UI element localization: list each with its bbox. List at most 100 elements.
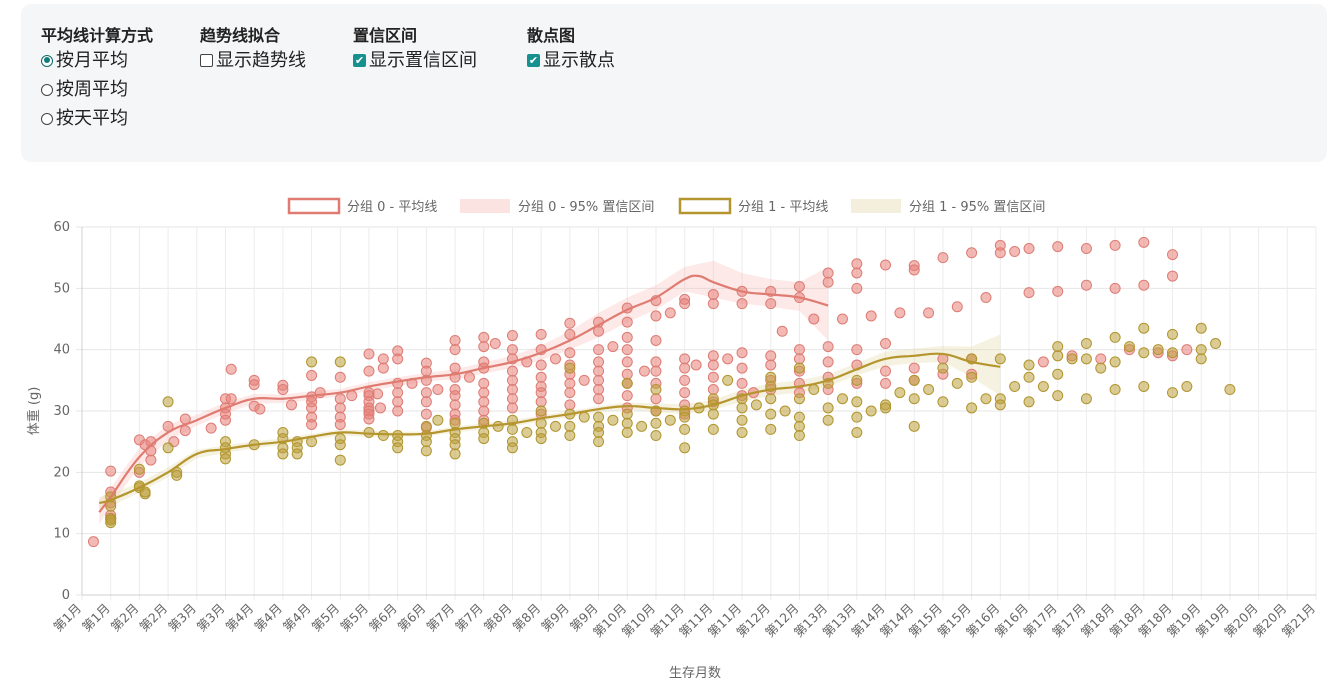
scatter-point <box>449 344 461 356</box>
y-tick-label: 30 <box>53 404 70 419</box>
scatter-point <box>664 307 676 319</box>
scatter-point <box>1109 282 1121 294</box>
scatter-point <box>392 396 404 408</box>
scatter-point <box>621 377 633 389</box>
scatter-point <box>951 301 963 313</box>
scatter-points-series-1 <box>105 322 1236 529</box>
scatter-point <box>690 359 702 371</box>
radio-daily[interactable] <box>41 112 53 125</box>
scatter-point <box>679 411 691 423</box>
scatter-point <box>765 393 777 405</box>
radio-weekly[interactable] <box>41 83 53 96</box>
scatter-point <box>621 426 633 438</box>
scatter-point <box>334 402 346 414</box>
scatter-point <box>707 359 719 371</box>
avg-method-title: 平均线计算方式 <box>41 26 154 45</box>
mean-line-series-1 <box>98 352 1001 505</box>
scatter-point <box>650 356 662 368</box>
scatter-point <box>679 442 691 454</box>
scatter-point <box>1224 384 1236 396</box>
scatter-point <box>908 420 920 432</box>
scatter-point <box>1138 322 1150 334</box>
scatter-point <box>793 362 805 374</box>
scatter-point <box>449 362 461 374</box>
scatter-point <box>765 350 777 362</box>
scatter-point <box>880 338 892 350</box>
scatter-point <box>254 403 266 415</box>
scatter-point <box>334 418 346 430</box>
scatter-point <box>621 390 633 402</box>
scatter-point <box>1023 371 1035 383</box>
scatter-point <box>105 465 117 477</box>
scatter-point <box>908 362 920 374</box>
trend-checkbox[interactable] <box>200 54 213 67</box>
scatter-point <box>621 368 633 380</box>
scatter-point <box>908 374 920 386</box>
scatter-point <box>880 377 892 389</box>
ci-option[interactable]: ✔ 显示置信区间 <box>353 46 477 75</box>
scatter-point <box>1095 353 1107 365</box>
scatter-label: 显示散点 <box>543 50 615 71</box>
scatter-point <box>851 258 863 270</box>
ci-band-series-1 <box>99 334 1001 510</box>
scatter-point <box>736 402 748 414</box>
scatter-option[interactable]: ✔ 显示散点 <box>527 46 615 75</box>
scatter-point <box>865 310 877 322</box>
avg-daily-option[interactable]: 按天平均 <box>41 104 153 133</box>
ci-title: 置信区间 <box>353 26 418 45</box>
scatter-point <box>736 414 748 426</box>
scatter-point <box>420 420 432 432</box>
scatter-point <box>865 405 877 417</box>
scatter-point <box>1023 287 1035 299</box>
scatter-point <box>908 264 920 276</box>
y-tick-label: 10 <box>53 527 70 542</box>
scatter-point <box>822 267 834 279</box>
x-tick-label: 第1月 <box>50 601 84 635</box>
trend-option[interactable]: 显示趋势线 <box>200 46 306 75</box>
scatter-point <box>162 442 174 454</box>
x-tick-label: 第6月 <box>395 601 429 635</box>
avg-monthly-option[interactable]: 按月平均 <box>41 46 153 75</box>
scatter-point <box>880 259 892 271</box>
scatter-point <box>650 430 662 442</box>
scatter-point <box>894 307 906 319</box>
scatter-point <box>564 387 576 399</box>
scatter-point <box>636 420 648 432</box>
scatter-point <box>679 362 691 374</box>
scatter-point <box>377 430 389 442</box>
x-tick-label: 第4月 <box>222 601 256 635</box>
scatter-point <box>638 365 650 377</box>
scatter-point <box>145 454 157 466</box>
scatter-point <box>851 344 863 356</box>
scatter-point <box>707 298 719 310</box>
scatter-point <box>377 353 389 365</box>
scatter-point <box>506 344 518 356</box>
avg-weekly-option[interactable]: 按周平均 <box>41 75 153 104</box>
ci-band-series-0 <box>99 260 829 525</box>
scatter-point <box>894 387 906 399</box>
x-axis-title: 生存月数 <box>669 666 721 681</box>
scatter-point <box>793 344 805 356</box>
scatter-checkbox[interactable]: ✔ <box>527 54 540 67</box>
ci-checkbox[interactable]: ✔ <box>353 54 366 67</box>
scatter-point <box>851 282 863 294</box>
scatter-point <box>392 442 404 454</box>
scatter-point <box>449 439 461 451</box>
scatter-point <box>392 387 404 399</box>
scatter-point <box>1023 359 1035 371</box>
scatter-point <box>277 448 289 460</box>
ci-group: 置信区间 ✔ 显示置信区间 <box>353 26 477 75</box>
radio-monthly[interactable] <box>41 54 53 67</box>
ci-label: 显示置信区间 <box>369 50 477 71</box>
scatter-point <box>179 425 191 437</box>
scatter-point <box>1052 285 1064 297</box>
scatter-point <box>478 377 490 389</box>
scatter-point <box>291 448 303 460</box>
scatter-point <box>363 413 375 425</box>
scatter-point <box>707 350 719 362</box>
scatter-point <box>248 379 260 391</box>
scatter-point <box>679 387 691 399</box>
scatter-point <box>392 405 404 417</box>
scatter-point <box>593 356 605 368</box>
scatter-point <box>306 402 318 414</box>
